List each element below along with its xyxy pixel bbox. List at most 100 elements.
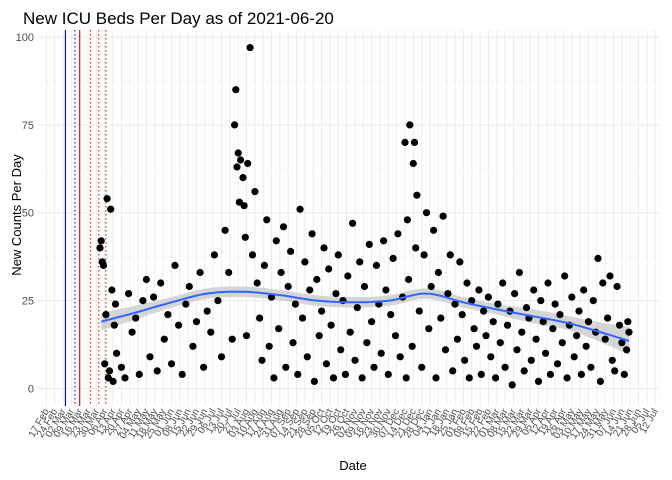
data-point bbox=[160, 335, 168, 343]
data-point bbox=[349, 219, 357, 227]
data-point bbox=[613, 282, 621, 291]
data-point bbox=[322, 360, 330, 368]
data-point bbox=[99, 261, 108, 269]
data-point bbox=[380, 237, 388, 245]
data-point bbox=[101, 360, 109, 368]
data-point bbox=[475, 286, 483, 294]
data-point bbox=[294, 370, 302, 378]
y-axis-title: New Counts Per Day bbox=[9, 154, 24, 276]
data-point bbox=[432, 374, 440, 382]
data-point bbox=[420, 251, 428, 259]
data-point bbox=[157, 279, 165, 287]
data-point bbox=[539, 318, 547, 326]
data-point bbox=[470, 325, 478, 333]
data-point bbox=[370, 363, 378, 371]
data-point bbox=[182, 300, 190, 308]
data-point bbox=[237, 156, 245, 164]
data-point bbox=[624, 318, 632, 326]
confidence-ribbon-layer bbox=[101, 286, 629, 355]
data-point bbox=[365, 240, 373, 248]
data-point bbox=[408, 342, 416, 350]
y-tick-label: 75 bbox=[22, 120, 34, 132]
data-point bbox=[289, 339, 297, 347]
data-point bbox=[461, 356, 469, 364]
data-point bbox=[253, 279, 261, 287]
data-point bbox=[164, 311, 172, 319]
data-point bbox=[503, 321, 512, 329]
data-point bbox=[444, 290, 452, 298]
y-tick-label: 50 bbox=[22, 208, 34, 220]
data-point bbox=[258, 356, 266, 364]
smooth-line-layer bbox=[100, 290, 630, 342]
data-point bbox=[282, 363, 290, 371]
grid bbox=[38, 30, 660, 406]
data-point bbox=[472, 342, 481, 350]
data-point bbox=[97, 237, 105, 245]
data-point bbox=[196, 268, 204, 277]
data-point bbox=[153, 367, 161, 375]
points-layer bbox=[96, 44, 633, 389]
data-point bbox=[534, 377, 543, 385]
data-point bbox=[135, 370, 143, 378]
data-point bbox=[468, 297, 476, 305]
data-point bbox=[522, 304, 531, 312]
data-point bbox=[589, 297, 597, 305]
data-point bbox=[446, 251, 454, 259]
data-point bbox=[210, 251, 218, 259]
data-point bbox=[231, 121, 239, 129]
data-point bbox=[232, 86, 240, 94]
data-point bbox=[308, 230, 316, 238]
data-point bbox=[563, 374, 571, 382]
data-point bbox=[301, 258, 309, 266]
data-point bbox=[284, 282, 292, 291]
data-point bbox=[463, 279, 471, 287]
data-point bbox=[520, 367, 528, 375]
data-point bbox=[546, 370, 555, 378]
data-point bbox=[291, 300, 299, 308]
data-point bbox=[108, 286, 116, 294]
data-point bbox=[499, 279, 507, 287]
data-point bbox=[451, 300, 459, 308]
data-point bbox=[132, 314, 140, 322]
data-point bbox=[128, 328, 136, 336]
data-point bbox=[625, 328, 633, 336]
data-point bbox=[580, 286, 588, 294]
data-point bbox=[487, 353, 495, 361]
data-point bbox=[618, 339, 626, 347]
data-point bbox=[542, 349, 550, 357]
data-point bbox=[456, 258, 464, 266]
data-point bbox=[189, 342, 197, 350]
data-point bbox=[553, 360, 562, 368]
data-point bbox=[441, 346, 450, 354]
data-point bbox=[382, 286, 390, 294]
data-point bbox=[573, 332, 581, 340]
data-point bbox=[244, 159, 252, 168]
data-point bbox=[315, 332, 323, 340]
data-point bbox=[96, 244, 104, 252]
data-point bbox=[287, 247, 295, 255]
data-point bbox=[415, 307, 423, 315]
data-point bbox=[239, 174, 247, 182]
data-point bbox=[368, 318, 376, 326]
data-point bbox=[391, 332, 400, 340]
data-point bbox=[510, 290, 519, 298]
data-point bbox=[146, 353, 154, 361]
data-point bbox=[279, 223, 288, 231]
data-point bbox=[105, 367, 114, 375]
data-point bbox=[406, 121, 414, 129]
data-point bbox=[508, 381, 516, 389]
data-point bbox=[601, 335, 609, 343]
data-point bbox=[620, 370, 628, 378]
data-point bbox=[277, 268, 285, 277]
data-point bbox=[608, 356, 616, 364]
data-point bbox=[410, 138, 419, 146]
data-point bbox=[256, 314, 264, 322]
data-point bbox=[233, 163, 241, 171]
data-point bbox=[228, 335, 236, 343]
data-point bbox=[596, 377, 605, 385]
data-point bbox=[313, 275, 321, 284]
data-point bbox=[492, 374, 500, 382]
data-point bbox=[496, 339, 504, 347]
data-point bbox=[240, 202, 248, 210]
